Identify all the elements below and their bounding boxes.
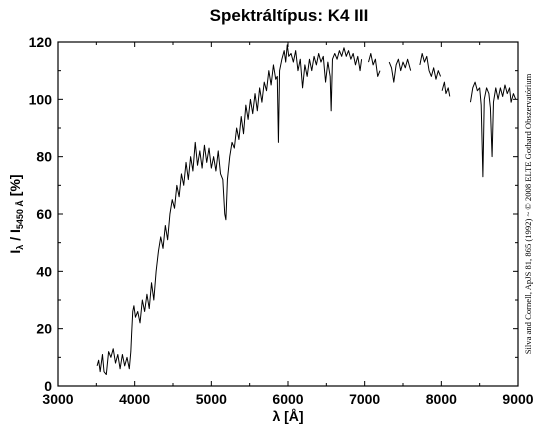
spectrum-line-segment: [441, 81, 451, 97]
spectrum-line-segment: [419, 52, 442, 80]
y-tick-label: 0: [44, 378, 52, 394]
spectrum-line-segment: [96, 44, 363, 376]
y-label-sub1: λ: [15, 245, 25, 250]
y-tick-label: 100: [29, 91, 53, 107]
spectrum-line-segment: [368, 52, 381, 77]
y-tick-label: 40: [36, 263, 52, 279]
y-label-main: I: [7, 250, 23, 254]
spectrum-series: [96, 44, 517, 376]
spectrum-line-segment: [469, 81, 517, 178]
x-axis-ticks: 3000 4000 5000 6000 7000 8000 9000: [42, 42, 534, 407]
y-label-end: [%]: [7, 174, 23, 200]
x-tick-label: 8000: [426, 391, 457, 407]
x-tick-label: 6000: [272, 391, 303, 407]
x-tick-label: 9000: [502, 391, 533, 407]
y-tick-label: 60: [36, 206, 52, 222]
y-axis-label: Iλ / I5450 Å [%]: [7, 174, 25, 253]
y-axis-ticks: 0 20 40 60 80 100 120: [29, 34, 518, 394]
x-tick-label: 7000: [349, 391, 380, 407]
x-axis-label: λ [Å]: [272, 408, 303, 424]
x-tick-label: 3000: [42, 391, 73, 407]
x-tick-label: 5000: [196, 391, 227, 407]
y-tick-label: 120: [29, 34, 53, 50]
credit-note: Silva and Cornell, ApJS 81, 865 (1992) ~…: [523, 73, 533, 354]
y-label-mid: / I: [7, 229, 23, 245]
x-tick-label: 4000: [119, 391, 150, 407]
chart-title: Spektráltípus: K4 III: [210, 6, 369, 25]
y-label-sub2: 5450 Å: [15, 200, 25, 230]
y-tick-label: 80: [36, 149, 52, 165]
y-tick-label: 20: [36, 321, 52, 337]
spectrum-line-segment: [388, 58, 412, 83]
